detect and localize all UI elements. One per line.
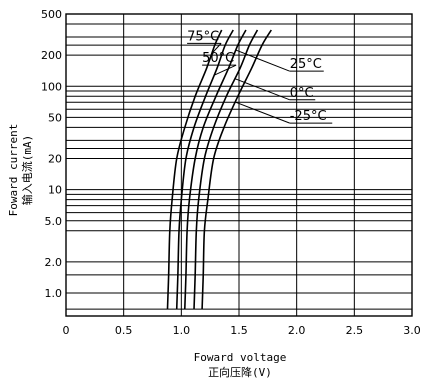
x-tick-label: 1.0 [173,324,191,337]
series-line [201,29,272,310]
y-tick-label: 10 [48,184,62,197]
label-leader-lines [187,42,333,124]
annotation-label: 25°C [290,57,322,72]
x-axis-label-cn: 正向压降(V) [208,365,272,379]
series-line [193,29,259,310]
x-tick-label: 0.5 [115,324,133,337]
annotation-label: 0°C [290,86,314,101]
x-axis-label: Foward voltage [194,351,287,364]
x-tick-labels: 0 0.5 1.0 1.5 2.0 2.5 3.0 [63,324,421,337]
annotation-leader [211,43,222,54]
series-line [175,29,234,310]
annotation-leader [235,101,290,124]
x-tick-label: 2.5 [346,324,364,337]
annotation-leader [234,78,290,101]
y-tick-label: 100 [41,80,62,93]
y-axis-label: Foward current [7,124,20,217]
y-tick-label: 20 [48,153,62,166]
horizontal-gridlines [66,13,412,310]
annotation-label: -25°C [290,109,327,124]
series-line [183,29,247,310]
x-tick-label: 1.5 [230,324,248,337]
annotation-label: 50°C [202,51,234,66]
y-tick-labels: 500 200 100 50 20 10 5.0 2.0 1.0 [41,8,62,300]
y-tick-label: 5.0 [45,215,63,228]
annotation-leader [213,64,237,76]
y-tick-label: 500 [41,8,62,21]
y-axis-label-cn: 输入电流(mA) [20,135,34,206]
x-tick-label: 2.0 [288,324,306,337]
y-tick-label: 1.0 [45,287,63,300]
y-tick-label: 2.0 [45,256,63,269]
x-tick-label: 3.0 [403,324,421,337]
annotation-labels: 75°C 50°C 25°C 0°C -25°C [187,29,326,124]
series-line [166,29,223,310]
vertical-gridlines [65,14,413,316]
annotation-label: 75°C [187,29,219,44]
x-tick-label: 0 [63,324,70,337]
annotation-leader [235,49,290,72]
y-tick-label: 50 [48,111,62,124]
curves-group [166,29,272,310]
y-tick-label: 200 [41,49,62,62]
